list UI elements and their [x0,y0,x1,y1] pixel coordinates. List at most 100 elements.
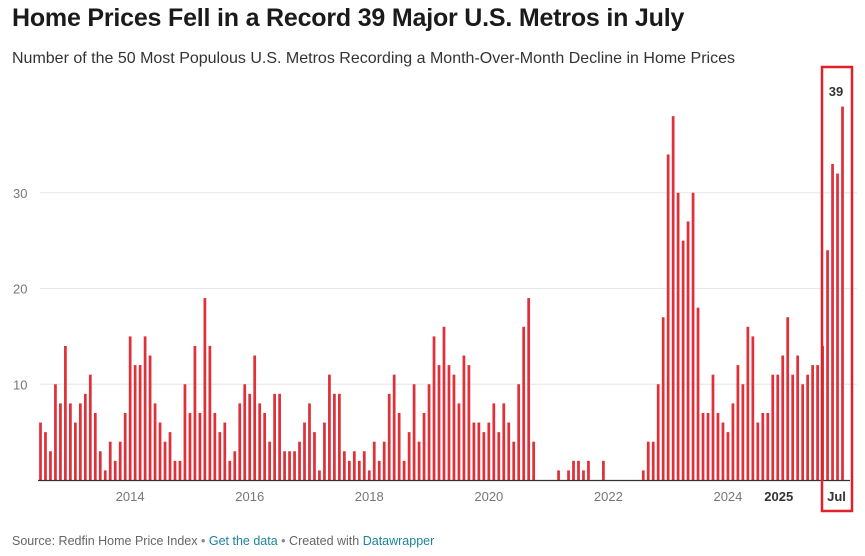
bar [238,403,242,480]
bar [59,403,62,480]
bar [572,460,575,480]
bar [686,221,690,480]
bar [288,451,291,480]
bar [522,326,526,480]
bar [362,451,366,480]
highlight-box [820,65,854,513]
bar [298,441,301,480]
bar [771,374,775,480]
bar [422,412,426,480]
bar [482,432,486,481]
bar [263,412,267,480]
bar [377,460,381,480]
bar [671,116,675,481]
bar [661,317,665,480]
bar [527,298,531,480]
bar [268,441,272,480]
bar [497,432,501,481]
bar [148,355,152,480]
bar [168,432,172,481]
bar [457,403,461,480]
bar [557,470,560,480]
bar [761,412,765,480]
bar [706,412,710,480]
bar [437,365,441,480]
bar [123,412,127,480]
bar [407,432,411,481]
bar [223,422,227,480]
bar [427,384,431,480]
bar [786,317,790,480]
bar [39,422,42,480]
bar [517,384,521,480]
bar [701,412,705,480]
bar [328,374,331,480]
bar [447,365,451,480]
bar [587,460,590,480]
bar [64,345,67,480]
bar [676,192,680,480]
bar [49,451,52,480]
bar [243,384,247,480]
x-tick-label: 2024 [713,489,742,504]
bar [487,422,491,480]
bar [303,422,306,480]
bar [387,393,391,480]
bar [178,460,182,480]
bar [69,403,72,480]
bar [462,355,466,480]
bar [352,451,356,480]
bar [357,460,361,480]
bar [382,441,386,480]
bar [791,374,795,480]
bar [143,336,147,481]
bar [293,451,296,480]
y-tick-label: 10 [13,377,27,392]
bar [218,432,222,481]
bar [641,470,645,480]
bar [203,298,207,480]
bar [721,422,725,480]
bar [258,403,262,480]
bar [711,374,715,480]
datawrapper-link[interactable]: Datawrapper [362,534,435,548]
bar [208,345,212,480]
bar [183,384,187,480]
bar [367,470,371,480]
bar [826,250,829,480]
chart-title: Home Prices Fell in a Record 39 Major U.… [12,4,685,32]
bar [582,470,585,480]
bar [741,384,745,480]
bar [736,365,740,480]
bar [751,336,755,481]
bar [831,164,834,480]
bar [113,460,117,480]
bar [432,336,436,481]
x-tick-label: 2014 [116,489,145,504]
x-tick-label: 2016 [235,489,264,504]
bar [716,412,720,480]
bar [816,365,819,480]
bar [442,326,446,480]
bar [163,441,167,480]
bar [477,422,481,480]
bar [502,403,506,480]
bar [532,441,536,480]
y-tick-label: 30 [13,186,27,201]
bar [402,460,406,480]
bar [138,365,142,480]
bar [158,422,162,480]
bar [103,470,107,480]
bar [93,412,97,480]
bar [128,336,132,481]
bar [726,432,730,481]
bar [44,432,47,481]
bar [472,422,476,480]
bar [188,412,192,480]
bar [73,422,77,480]
get-data-link[interactable]: Get the data [208,534,278,548]
bar [213,412,217,480]
x-tick-label: Jul [827,489,846,504]
created-with-label: Created with [289,534,360,548]
bar [836,173,839,480]
